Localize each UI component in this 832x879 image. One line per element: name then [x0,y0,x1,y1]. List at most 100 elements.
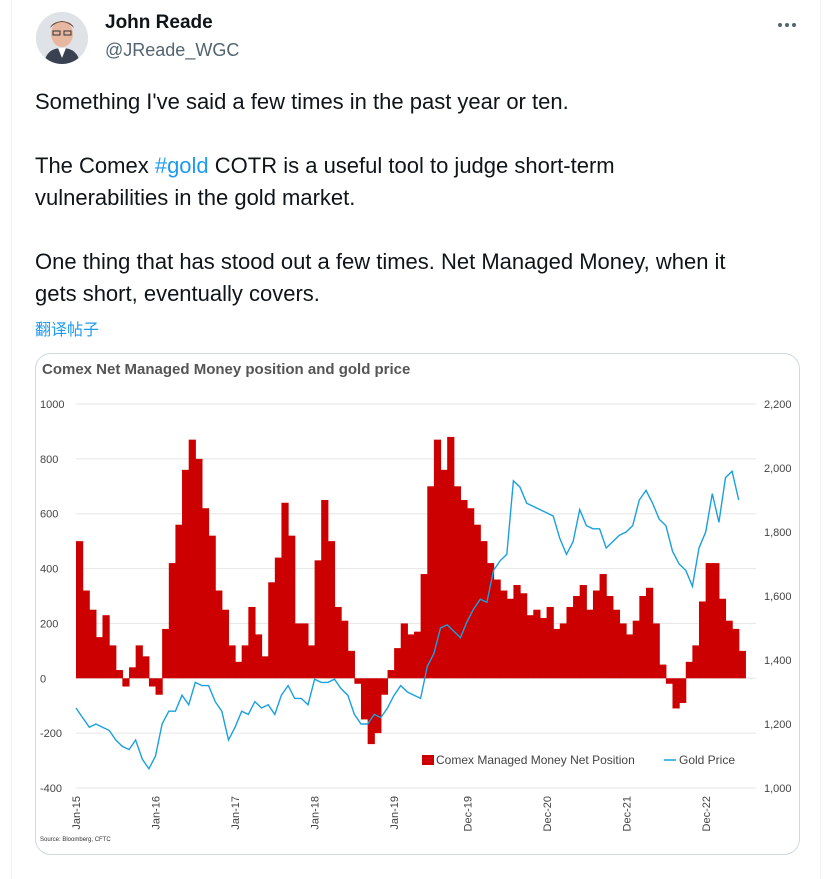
net-position-bar [241,645,249,679]
net-position-bar [612,609,621,679]
x-tick-label: Jan-18 [310,796,322,830]
net-position-bar [414,631,422,679]
net-position-bar [155,678,163,695]
net-position-bar [142,656,150,679]
net-position-bar [182,469,190,679]
chart-title: Comex Net Managed Money position and gol… [42,361,410,378]
net-position-bar [626,634,634,679]
net-position-bar [685,661,693,679]
more-options-button[interactable] [772,10,802,40]
avatar-photo [36,12,88,64]
net-position-bar [586,609,594,679]
net-position-bar [573,596,581,679]
net-position-bar [400,623,408,679]
y-right-tick-label: 2,200 [764,399,792,411]
net-position-bar [248,606,256,679]
net-position-bar [546,606,554,679]
x-tick-label: Jan-15 [71,796,83,830]
net-position-bar [307,645,316,679]
more-dot [785,23,789,27]
net-position-bar [354,678,362,684]
net-position-bar [453,486,461,679]
net-position-bar [115,670,123,679]
net-position-bar [592,590,601,679]
y-left-tick-label: -200 [40,728,62,740]
more-horizontal-icon [778,23,782,27]
net-position-bar [82,590,90,679]
y-right-tick-label: 1,200 [764,719,792,731]
net-position-bar [493,579,501,679]
net-position-bar [566,606,574,679]
x-tick-label: Jan-17 [230,796,242,830]
author-handle[interactable]: @JReade_WGC [105,40,240,60]
net-position-bar [679,678,687,703]
net-position-bar [89,609,97,679]
x-tick-label: Jan-16 [151,796,163,830]
net-position-bar [254,634,263,679]
net-position-bar [712,563,720,679]
net-position-bar [665,678,674,684]
net-position-bar [76,541,84,679]
net-position-bar [380,678,389,695]
chart-svg: Comex Net Managed Money position and gol… [40,361,792,843]
net-position-bar [732,628,740,679]
net-position-bar [135,645,143,679]
net-position-bar [559,623,567,679]
y-left-tick-label: 0 [40,673,46,685]
translate-post-link[interactable]: 翻译帖子 [35,322,100,339]
net-position-bar [294,623,302,679]
timeline-border-right [820,0,821,879]
net-position-bar [533,609,541,679]
net-position-bar [261,656,269,679]
net-position-bar [420,574,428,679]
net-position-bar [162,628,170,679]
net-position-bar [327,541,336,679]
author-name[interactable]: John Reade [105,12,213,33]
y-right-tick-label: 1,800 [764,527,792,539]
tweet-text-segment: The Comex [35,153,155,178]
x-tick-label: Dec-20 [542,796,554,831]
net-position-bar [407,634,415,679]
net-position-bar [268,582,276,679]
chart-source: Source: Bloomberg, CFTC [40,837,111,843]
tweet-paragraph-3-line-1: One thing that has stood out a few times… [35,249,726,274]
net-position-bar [394,648,402,679]
net-position-bar [506,598,515,679]
net-position-bar [460,500,468,679]
net-position-bar [486,563,495,679]
y-left-tick-label: 600 [40,509,58,521]
net-position-bar [188,439,196,679]
net-position-bar [347,650,355,679]
tweet-text: Something I've said a few times in the p… [35,86,805,310]
more-dot [792,23,796,27]
hashtag-link[interactable]: #gold [154,153,209,178]
tweet-paragraph-3-line-2: gets short, eventually covers. [35,281,320,306]
net-position-bar [646,587,654,679]
tweet-media-card[interactable]: Comex Net Managed Money position and gol… [35,353,800,855]
net-position-bar [201,508,210,679]
gold-price-line [75,469,740,771]
y-left-tick-label: 1000 [40,399,64,411]
net-position-bar [619,623,627,679]
net-position-bar [473,524,481,679]
x-tick-label: Dec-22 [701,796,713,831]
net-position-bar [148,678,157,687]
net-position-bar [274,557,283,679]
net-position-bar [281,502,289,679]
net-position-bar [109,645,117,679]
tweet-paragraph-2-line-2: vulnerabilities in the gold market. [35,185,356,210]
net-position-bar [235,661,243,679]
net-position-bar [427,486,435,679]
y-left-tick-label: 800 [40,454,58,466]
net-position-bar [639,596,647,679]
timeline-border-left [11,0,12,879]
chart-legend: Comex Managed Money Net Position Gold Pri… [422,753,735,767]
y-left-tick-label: 200 [40,618,58,630]
net-position-bar [175,524,183,679]
legend-label-gold-price: Gold Price [679,753,735,767]
avatar[interactable] [36,12,88,64]
net-position-bar [208,535,216,679]
x-tick-label: Dec-19 [462,796,474,831]
net-position-bar [447,436,455,679]
net-position-bar [341,620,349,679]
